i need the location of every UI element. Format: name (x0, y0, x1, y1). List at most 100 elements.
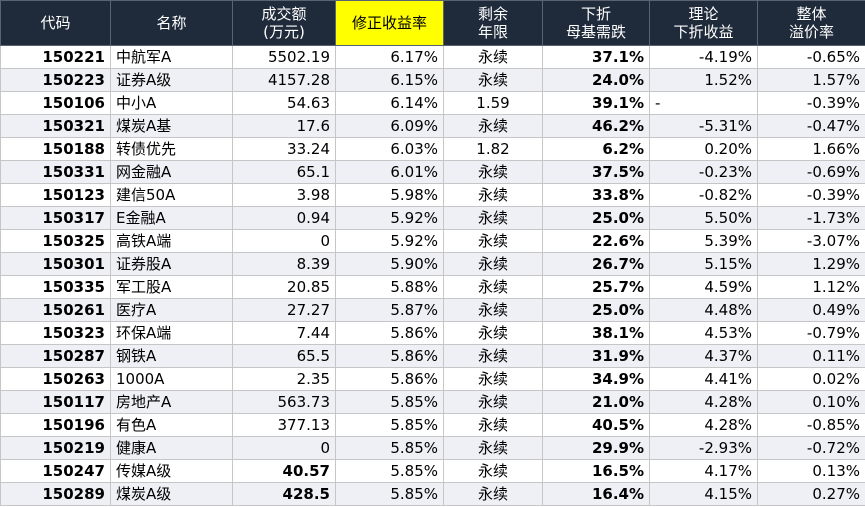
table-row[interactable]: 150106 中小A 54.63 6.14% 1.59 39.1% - -0.39% (0, 91, 865, 115)
cell-volume: 33.24 (232, 137, 336, 161)
cell-adj-yield: 6.01% (335, 160, 444, 184)
cell-code: 150321 (0, 114, 111, 138)
table-row[interactable]: 150117 房地产A 563.73 5.85% 永续 21.0% 4.28% 0.10% (0, 390, 865, 414)
table-row[interactable]: 150123 建信50A 3.98 5.98% 永续 33.8% -0.82% -0.39% (0, 183, 865, 207)
cell-name: 证券股A (110, 252, 233, 276)
cell-theo: -5.31% (649, 114, 758, 138)
cell-drop: 37.5% (542, 160, 650, 184)
cell-adj-yield: 5.85% (335, 482, 444, 506)
table-row[interactable]: 150247 传媒A级 40.57 5.85% 永续 16.5% 4.17% 0.13% (0, 459, 865, 483)
cell-adj-yield: 6.17% (335, 45, 444, 69)
header-drop-line2: 母基需跌 (565, 23, 626, 41)
cell-theo: 4.41% (649, 367, 758, 391)
cell-premium: -0.47% (757, 114, 865, 138)
cell-premium: -0.72% (757, 436, 865, 460)
cell-drop: 24.0% (542, 68, 650, 92)
cell-volume: 0.94 (232, 206, 336, 230)
header-volume[interactable]: 成交额 (万元) (232, 0, 336, 46)
table-row[interactable]: 150223 证券A级 4157.28 6.15% 永续 24.0% 1.52% 1.57% (0, 68, 865, 92)
cell-term: 1.82 (443, 137, 543, 161)
cell-premium: -0.79% (757, 321, 865, 345)
cell-premium: 1.12% (757, 275, 865, 299)
cell-term: 永续 (443, 229, 543, 253)
cell-term: 永续 (443, 68, 543, 92)
cell-term: 永续 (443, 482, 543, 506)
cell-volume: 3.98 (232, 183, 336, 207)
cell-volume: 563.73 (232, 390, 336, 414)
cell-name: 钢铁A (110, 344, 233, 368)
table-row[interactable]: 150196 有色A 377.13 5.85% 永续 40.5% 4.28% -0.85% (0, 413, 865, 437)
cell-name: 煤炭A级 (110, 482, 233, 506)
cell-name: 有色A (110, 413, 233, 437)
table-row[interactable]: 150321 煤炭A基 17.6 6.09% 永续 46.2% -5.31% -0.47% (0, 114, 865, 138)
cell-volume: 65.1 (232, 160, 336, 184)
cell-drop: 34.9% (542, 367, 650, 391)
cell-premium: 0.27% (757, 482, 865, 506)
cell-premium: -0.39% (757, 183, 865, 207)
cell-drop: 25.0% (542, 206, 650, 230)
cell-theo: - (649, 91, 758, 115)
cell-adj-yield: 5.85% (335, 436, 444, 460)
cell-name: 煤炭A基 (110, 114, 233, 138)
cell-volume: 54.63 (232, 91, 336, 115)
table-row[interactable]: 150323 环保A端 7.44 5.86% 永续 38.1% 4.53% -0.79% (0, 321, 865, 345)
table-row[interactable]: 150335 军工股A 20.85 5.88% 永续 25.7% 4.59% 1.12% (0, 275, 865, 299)
header-term[interactable]: 剩余 年限 (443, 0, 543, 46)
cell-term: 永续 (443, 367, 543, 391)
table-row[interactable]: 150221 中航军A 5502.19 6.17% 永续 37.1% -4.19% -0.65… (0, 45, 865, 69)
cell-theo: 4.28% (649, 413, 758, 437)
header-drop[interactable]: 下折 母基需跌 (542, 0, 650, 46)
cell-theo: 4.59% (649, 275, 758, 299)
cell-code: 150188 (0, 137, 111, 161)
cell-adj-yield: 6.15% (335, 68, 444, 92)
header-term-line2: 年限 (477, 23, 508, 41)
cell-code: 150223 (0, 68, 111, 92)
cell-drop: 40.5% (542, 413, 650, 437)
cell-term: 永续 (443, 45, 543, 69)
cell-code: 150247 (0, 459, 111, 483)
cell-volume: 428.5 (232, 482, 336, 506)
cell-code: 150117 (0, 390, 111, 414)
cell-theo: -0.23% (649, 160, 758, 184)
cell-premium: -3.07% (757, 229, 865, 253)
cell-drop: 16.5% (542, 459, 650, 483)
cell-drop: 37.1% (542, 45, 650, 69)
table-row[interactable]: 150287 钢铁A 65.5 5.86% 永续 31.9% 4.37% 0.11% (0, 344, 865, 368)
cell-name: 中小A (110, 91, 233, 115)
cell-code: 150221 (0, 45, 111, 69)
table-row[interactable]: 150261 医疗A 27.27 5.87% 永续 25.0% 4.48% 0.49% (0, 298, 865, 322)
cell-code: 150323 (0, 321, 111, 345)
table-row[interactable]: 150263 1000A 2.35 5.86% 永续 34.9% 4.41% 0.02% (0, 367, 865, 391)
header-premium-line2: 溢价率 (788, 23, 834, 41)
cell-term: 永续 (443, 183, 543, 207)
header-theo[interactable]: 理论 下折收益 (649, 0, 758, 46)
cell-drop: 46.2% (542, 114, 650, 138)
cell-theo: 1.52% (649, 68, 758, 92)
table-row[interactable]: 150325 高铁A端 0 5.92% 永续 22.6% 5.39% -3.07% (0, 229, 865, 253)
cell-premium: 0.13% (757, 459, 865, 483)
cell-adj-yield: 5.86% (335, 321, 444, 345)
header-premium[interactable]: 整体 溢价率 (757, 0, 865, 46)
cell-adj-yield: 5.88% (335, 275, 444, 299)
table-row[interactable]: 150289 煤炭A级 428.5 5.85% 永续 16.4% 4.15% 0.27% (0, 482, 865, 506)
table-row[interactable]: 150317 E金融A 0.94 5.92% 永续 25.0% 5.50% -1.73% (0, 206, 865, 230)
cell-theo: 4.17% (649, 459, 758, 483)
header-code[interactable]: 代码 (0, 0, 111, 46)
header-adj-yield[interactable]: 修正收益率 (335, 0, 444, 46)
table-row[interactable]: 150301 证券股A 8.39 5.90% 永续 26.7% 5.15% 1.29% (0, 252, 865, 276)
cell-code: 150261 (0, 298, 111, 322)
cell-theo: -2.93% (649, 436, 758, 460)
cell-premium: 1.57% (757, 68, 865, 92)
cell-code: 150287 (0, 344, 111, 368)
table-row[interactable]: 150219 健康A 0 5.85% 永续 29.9% -2.93% -0.72% (0, 436, 865, 460)
cell-volume: 20.85 (232, 275, 336, 299)
cell-volume: 0 (232, 436, 336, 460)
header-name[interactable]: 名称 (110, 0, 233, 46)
table-row[interactable]: 150188 转债优先 33.24 6.03% 1.82 6.2% 0.20% 1.66% (0, 137, 865, 161)
cell-code: 150335 (0, 275, 111, 299)
cell-name: 高铁A端 (110, 229, 233, 253)
table-row[interactable]: 150331 网金融A 65.1 6.01% 永续 37.5% -0.23% -0.69% (0, 160, 865, 184)
header-premium-line1: 整体 (796, 5, 827, 23)
cell-name: 中航军A (110, 45, 233, 69)
cell-code: 150331 (0, 160, 111, 184)
